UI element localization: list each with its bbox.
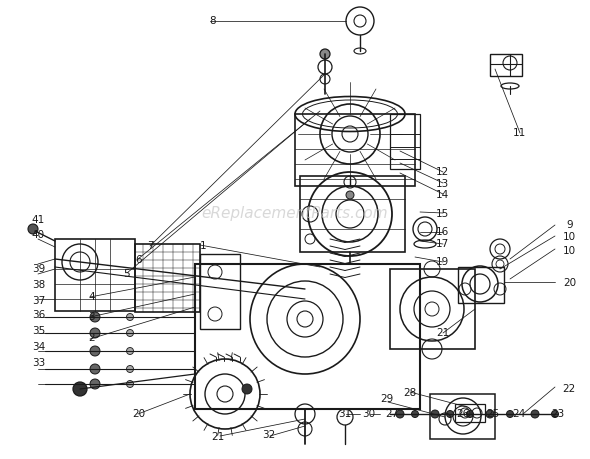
Text: 6: 6 — [135, 254, 142, 264]
Text: 41: 41 — [32, 214, 45, 224]
Text: 8: 8 — [209, 16, 216, 26]
Text: 34: 34 — [32, 341, 45, 352]
Circle shape — [320, 50, 330, 60]
Text: 21: 21 — [436, 328, 449, 338]
Circle shape — [396, 410, 404, 418]
Circle shape — [431, 410, 439, 418]
Text: 36: 36 — [32, 309, 45, 319]
Text: 3: 3 — [88, 312, 95, 322]
Bar — [300, 177, 405, 252]
Bar — [55, 240, 135, 311]
Text: 16: 16 — [436, 227, 449, 237]
Bar — [455, 404, 485, 422]
Bar — [490, 55, 522, 77]
Text: 5: 5 — [123, 268, 130, 278]
Bar — [295, 115, 415, 187]
Text: 7: 7 — [147, 241, 154, 251]
Text: 30: 30 — [362, 408, 375, 418]
Text: 20: 20 — [132, 408, 145, 418]
Bar — [458, 268, 504, 303]
Circle shape — [531, 410, 539, 418]
Text: 38: 38 — [32, 280, 45, 290]
Text: 31: 31 — [339, 408, 352, 418]
Text: 4: 4 — [88, 291, 95, 301]
Text: 27: 27 — [386, 408, 399, 418]
Text: 28: 28 — [404, 387, 417, 397]
Bar — [195, 264, 420, 409]
Text: 1: 1 — [200, 241, 207, 251]
Text: 23: 23 — [551, 408, 564, 418]
Bar — [200, 254, 240, 329]
Circle shape — [126, 381, 133, 388]
Text: 29: 29 — [380, 393, 393, 403]
Text: eReplacementParts.com: eReplacementParts.com — [202, 206, 388, 221]
Text: 15: 15 — [436, 208, 449, 218]
Circle shape — [242, 384, 252, 394]
Circle shape — [552, 411, 559, 418]
Text: 10: 10 — [563, 231, 576, 241]
Text: 24: 24 — [513, 408, 526, 418]
Text: 37: 37 — [32, 296, 45, 306]
Circle shape — [90, 312, 100, 322]
Text: 20: 20 — [563, 277, 576, 287]
Circle shape — [90, 364, 100, 374]
Text: 32: 32 — [262, 429, 275, 439]
Circle shape — [411, 411, 418, 418]
Circle shape — [126, 348, 133, 355]
Text: 19: 19 — [436, 257, 449, 267]
Circle shape — [90, 379, 100, 389]
Circle shape — [90, 346, 100, 356]
Text: 40: 40 — [32, 229, 45, 239]
Text: 26: 26 — [457, 408, 470, 418]
Text: 33: 33 — [32, 358, 45, 368]
Text: 39: 39 — [32, 263, 45, 274]
Circle shape — [73, 382, 87, 396]
Bar — [390, 115, 420, 170]
Bar — [135, 245, 200, 312]
Text: 17: 17 — [436, 238, 449, 248]
Text: 2: 2 — [88, 332, 95, 342]
Text: 35: 35 — [32, 325, 45, 336]
Circle shape — [126, 330, 133, 337]
Bar — [430, 394, 495, 439]
Circle shape — [506, 411, 513, 418]
Text: 10: 10 — [563, 245, 576, 255]
Text: 14: 14 — [436, 190, 449, 200]
Circle shape — [447, 411, 454, 418]
Circle shape — [126, 314, 133, 321]
Text: 9: 9 — [566, 220, 573, 230]
Circle shape — [126, 366, 133, 373]
Text: 25: 25 — [486, 408, 499, 418]
Text: 22: 22 — [563, 383, 576, 393]
Circle shape — [90, 328, 100, 338]
Text: 12: 12 — [436, 167, 449, 177]
Text: 13: 13 — [436, 179, 449, 189]
Text: 21: 21 — [212, 431, 225, 441]
Circle shape — [346, 191, 354, 200]
Circle shape — [467, 411, 474, 418]
Circle shape — [28, 224, 38, 235]
Circle shape — [486, 410, 494, 418]
Bar — [390, 269, 475, 349]
Text: 11: 11 — [513, 128, 526, 138]
